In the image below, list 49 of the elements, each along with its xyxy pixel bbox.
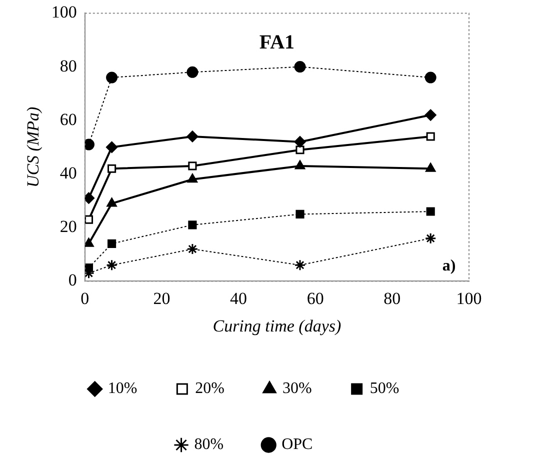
legend-label: 80%: [194, 436, 224, 454]
x-tick-label: 40: [230, 288, 248, 308]
point: [294, 259, 306, 271]
point: [186, 243, 198, 255]
legend-label: 30%: [282, 380, 312, 398]
annotation: a): [442, 257, 456, 274]
legend-label: OPC: [282, 436, 313, 454]
point: [106, 141, 118, 153]
legend-label: 50%: [370, 380, 400, 398]
point: [296, 146, 304, 154]
point: [84, 215, 94, 224]
point: [426, 162, 436, 172]
point: [294, 160, 306, 170]
point: [188, 220, 197, 230]
point: [108, 164, 116, 173]
text: FA1: [259, 31, 295, 54]
y-tick-label: 100: [51, 2, 77, 22]
y-tick-label: 40: [60, 163, 77, 182]
point: [84, 264, 94, 272]
x-tick-label: 60: [306, 288, 324, 308]
point: [426, 207, 435, 216]
y-tick-label: 60: [60, 110, 77, 129]
point: [84, 238, 94, 247]
point: [424, 72, 436, 84]
point: [188, 162, 197, 170]
point: [187, 174, 198, 183]
x-tick-label: 80: [384, 288, 401, 308]
legend-label: 20%: [195, 380, 224, 398]
y-tick-label: 20: [60, 217, 77, 236]
point: [294, 136, 306, 148]
point: [108, 239, 116, 248]
point: [186, 66, 198, 78]
point: [424, 109, 436, 121]
point: [106, 72, 118, 84]
point: [106, 259, 118, 271]
x-tick-label: 100: [456, 288, 482, 308]
point: [294, 61, 306, 73]
point: [106, 198, 117, 207]
point: [424, 232, 436, 244]
x-tick-label: 0: [80, 288, 90, 308]
legend-label: 10%: [108, 380, 138, 398]
y-axis-title: UCS (MPa): [24, 106, 43, 188]
point: [296, 210, 304, 218]
point: [426, 132, 435, 141]
x-axis-title: Curing time (days): [212, 316, 342, 336]
y-tick-label: 0: [68, 270, 77, 290]
y-tick-label: 80: [60, 56, 77, 76]
x-tick-label: 20: [153, 288, 170, 308]
point: [186, 130, 198, 142]
